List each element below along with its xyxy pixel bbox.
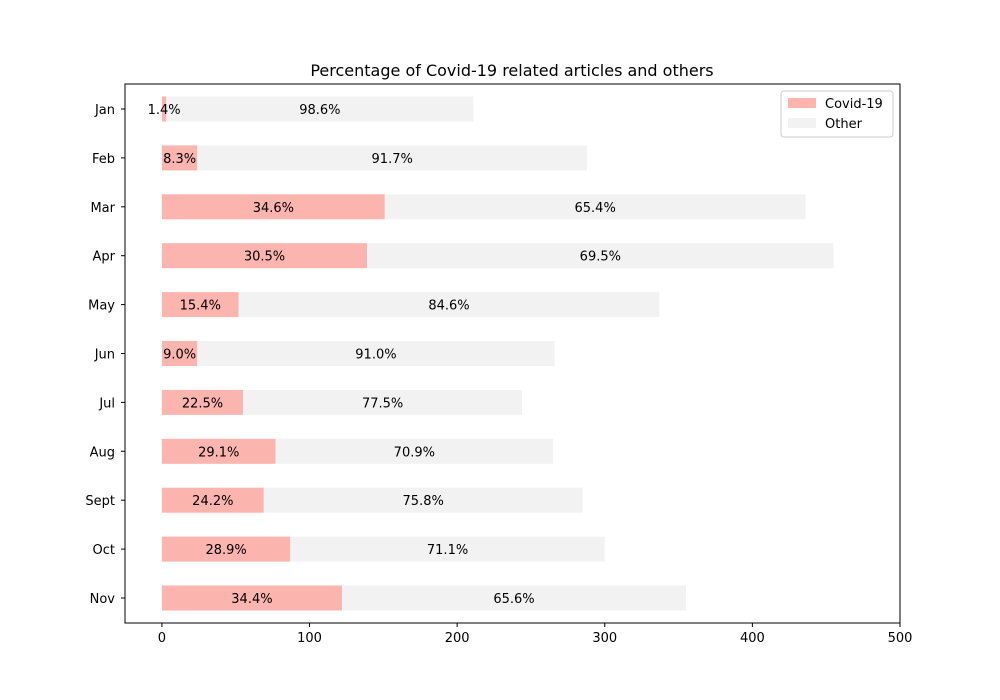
- y-tick-label-nov: Nov: [90, 592, 116, 607]
- y-tick-label-oct: Oct: [93, 543, 115, 558]
- bar-label-other-jan: 98.6%: [299, 103, 340, 118]
- bars-group: [161, 96, 834, 611]
- bar-label-covid-19-jan: 1.4%: [148, 103, 181, 118]
- bar-covid-19-nov: [161, 585, 342, 611]
- bar-covid-19-jan: [161, 96, 167, 122]
- bar-label-other-sept: 75.8%: [403, 494, 444, 509]
- legend-label-covid-19: Covid-19: [825, 97, 883, 112]
- bar-label-other-apr: 69.5%: [580, 250, 621, 265]
- y-tick-label-apr: Apr: [93, 250, 116, 265]
- bar-label-other-mar: 65.4%: [575, 201, 616, 216]
- x-tick-label-200: 200: [445, 631, 470, 646]
- legend: Covid-19 Other: [780, 90, 894, 138]
- bar-label-covid-19-may: 15.4%: [180, 299, 221, 314]
- bar-label-covid-19-oct: 28.9%: [205, 543, 246, 558]
- bar-label-other-jul: 77.5%: [362, 396, 403, 411]
- legend-label-other: Other: [825, 117, 863, 132]
- bar-label-other-aug: 70.9%: [394, 445, 435, 460]
- y-tick-label-jan: Jan: [94, 103, 115, 118]
- bar-covid-19-jun: [161, 341, 198, 366]
- bar-label-other-feb: 91.7%: [372, 152, 413, 167]
- y-tick-label-feb: Feb: [92, 152, 115, 167]
- bar-labels-group: 1.4% 98.6% 8.3% 91.7% 34.6% 65.4% 30.5% 69.5% 15…: [148, 103, 621, 607]
- bar-other-jun: [197, 341, 555, 366]
- x-tick-label-100: 100: [297, 631, 322, 646]
- bar-label-covid-19-aug: 29.1%: [198, 445, 239, 460]
- y-tick-label-jun: Jun: [94, 348, 115, 363]
- bar-other-jan: [166, 96, 474, 122]
- y-tick-label-jul: Jul: [98, 396, 115, 411]
- bar-label-covid-19-jun: 9.0%: [163, 348, 196, 363]
- bar-covid-19-aug: [161, 438, 276, 464]
- y-axis: Jan Feb Mar Apr May Jun Jul Aug Sept Oct Nov: [85, 103, 125, 607]
- bar-covid-19-sept: [161, 487, 264, 513]
- chart-title: Percentage of Covid-19 related articles …: [310, 61, 713, 80]
- bar-label-other-oct: 71.1%: [427, 543, 468, 558]
- bar-covid-19-feb: [161, 145, 198, 171]
- bar-other-mar: [384, 194, 806, 220]
- y-tick-label-mar: Mar: [90, 201, 115, 216]
- bar-label-other-nov: 65.6%: [493, 592, 534, 607]
- bar-label-covid-19-feb: 8.3%: [163, 152, 196, 167]
- bar-label-covid-19-jul: 22.5%: [182, 396, 223, 411]
- bar-other-feb: [197, 145, 588, 171]
- x-tick-label-400: 400: [740, 631, 765, 646]
- bar-covid-19-may: [161, 292, 239, 318]
- legend-swatch-covid-19: [788, 98, 816, 108]
- bar-other-sept: [263, 487, 583, 513]
- bar-label-covid-19-mar: 34.6%: [253, 201, 294, 216]
- bar-other-nov: [342, 585, 686, 611]
- legend-swatch-other: [788, 118, 816, 128]
- bar-other-apr: [367, 243, 834, 269]
- x-tick-label-0: 0: [158, 631, 166, 646]
- bar-label-other-may: 84.6%: [428, 299, 469, 314]
- bar-label-covid-19-apr: 30.5%: [244, 250, 285, 265]
- y-tick-label-aug: Aug: [90, 445, 115, 460]
- bar-label-covid-19-sept: 24.2%: [192, 494, 233, 509]
- bar-other-jul: [243, 389, 523, 415]
- bar-covid-19-apr: [161, 243, 368, 269]
- x-axis: 0 100 200 300 400 500: [158, 623, 913, 646]
- y-tick-label-sept: Sept: [85, 494, 115, 509]
- bar-other-aug: [275, 438, 554, 464]
- y-tick-label-may: May: [88, 299, 115, 314]
- bar-label-other-jun: 91.0%: [355, 348, 396, 363]
- bar-other-oct: [290, 536, 605, 562]
- x-tick-label-500: 500: [888, 631, 913, 646]
- x-tick-label-300: 300: [592, 631, 617, 646]
- bar-other-may: [238, 292, 660, 318]
- bar-covid-19-oct: [161, 536, 291, 562]
- bar-covid-19-jul: [161, 389, 244, 415]
- bar-covid-19-mar: [161, 194, 385, 220]
- bar-label-covid-19-nov: 34.4%: [231, 592, 272, 607]
